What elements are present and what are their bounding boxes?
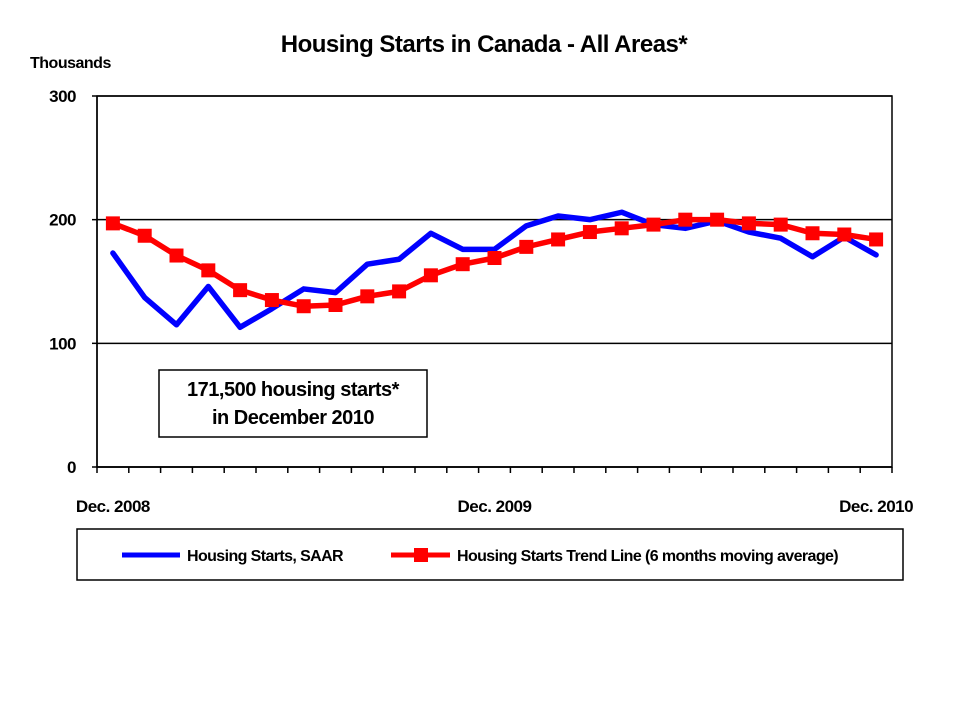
y-tick-label-100: 100 — [49, 334, 76, 353]
annotation-line-1: 171,500 housing starts* — [187, 379, 400, 401]
trend-point — [805, 226, 820, 241]
chart-title: Housing Starts in Canada - All Areas* — [281, 31, 689, 58]
trend-point — [455, 257, 470, 272]
y-axis-label: Thousands — [30, 55, 111, 72]
y-tick-labels: 0 100 200 300 — [49, 87, 76, 477]
trend-point — [360, 289, 375, 304]
legend-label-trend: Housing Starts Trend Line (6 months movi… — [457, 548, 838, 565]
trend-point — [201, 263, 216, 278]
series-group — [105, 209, 884, 331]
axes — [92, 95, 893, 473]
legend-frame — [76, 528, 904, 581]
annotation-frame — [158, 369, 428, 438]
legend: Housing Starts, SAAR Housing Starts Tren… — [76, 528, 904, 581]
x-tick-label-0: Dec. 2008 — [76, 497, 150, 516]
trend-point — [551, 232, 566, 247]
trend-point — [233, 283, 248, 298]
trend-point — [296, 299, 311, 314]
x-tick-labels: Dec. 2008 Dec. 2009 Dec. 2010 — [76, 497, 914, 516]
trend-point — [582, 225, 597, 240]
trend-point — [487, 251, 502, 266]
annotation-box: 171,500 housing starts* in December 2010 — [158, 369, 428, 438]
trend-point — [423, 268, 438, 283]
trend-point — [646, 217, 661, 232]
y-tick-label-300: 300 — [49, 87, 76, 106]
x-tick-label-2: Dec. 2010 — [839, 497, 913, 516]
trend-point — [105, 216, 120, 231]
legend-marker-trend — [414, 548, 428, 562]
saar-line — [110, 209, 879, 331]
y-tick-label-0: 0 — [67, 458, 76, 477]
trend-point — [264, 293, 279, 308]
trend-point — [869, 232, 884, 247]
trend-point — [328, 297, 343, 312]
trend-point — [614, 221, 629, 236]
trend-point — [773, 217, 788, 232]
series-saar — [110, 209, 879, 331]
annotation-line-2: in December 2010 — [212, 407, 374, 429]
x-tick-label-1: Dec. 2009 — [458, 497, 532, 516]
trend-point — [837, 227, 852, 242]
trend-point — [169, 248, 184, 263]
y-tick-label-200: 200 — [49, 211, 76, 230]
trend-point — [710, 212, 725, 227]
trend-point — [678, 212, 693, 227]
trend-point — [519, 239, 534, 254]
series-trend — [105, 212, 884, 314]
legend-label-saar: Housing Starts, SAAR — [187, 548, 344, 565]
trend-point — [392, 284, 407, 299]
trend-point — [137, 228, 152, 243]
trend-point — [741, 216, 756, 231]
